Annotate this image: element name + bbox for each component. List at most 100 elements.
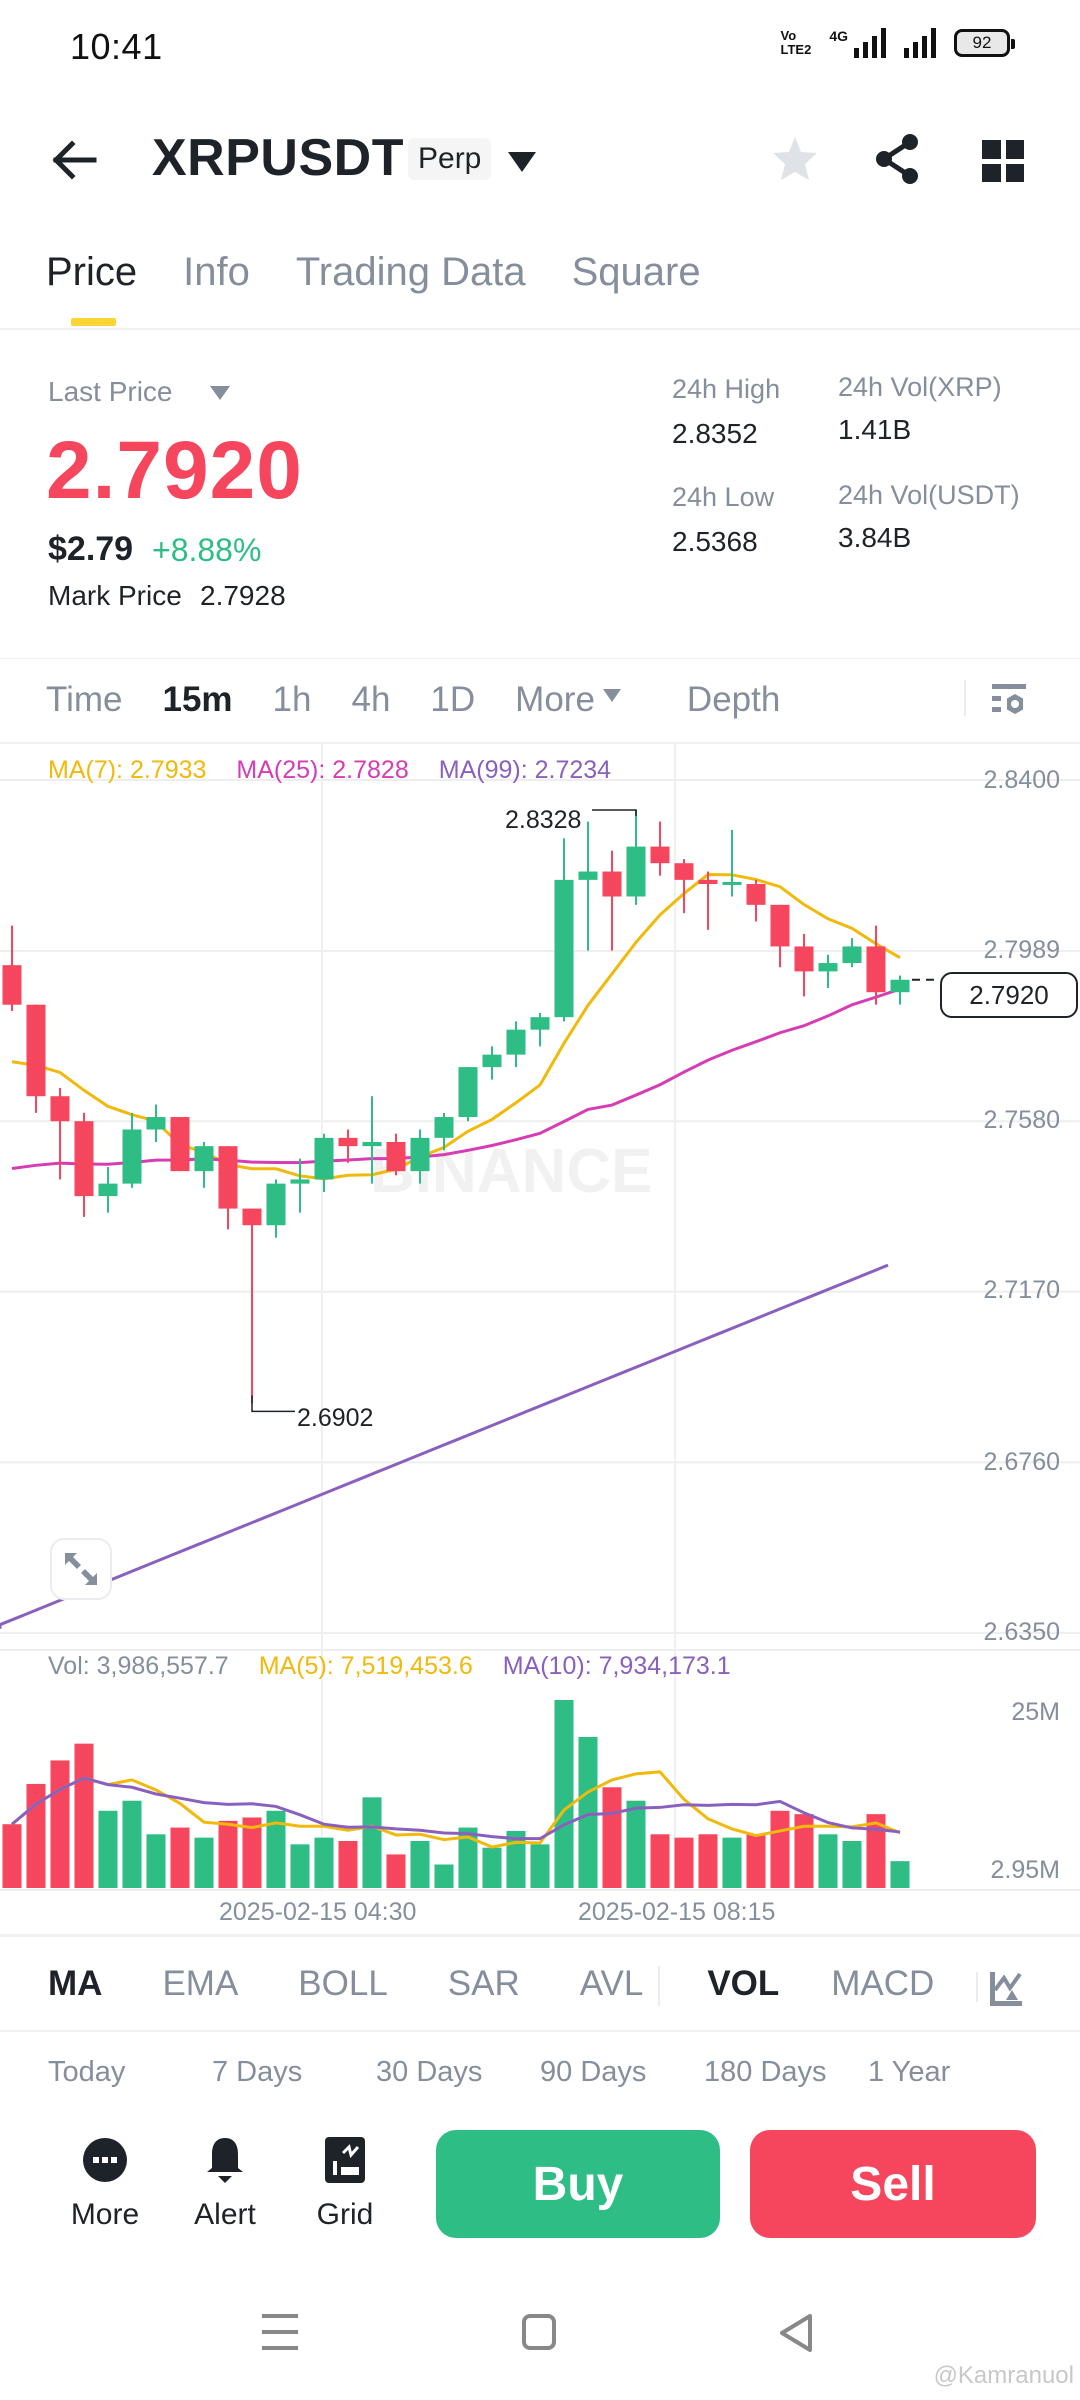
sell-button[interactable]: Sell bbox=[750, 2130, 1036, 2238]
vol-quote-label: 24h Vol(USDT) bbox=[838, 480, 1020, 510]
indicator-vol[interactable]: VOL bbox=[707, 1964, 780, 2003]
mark-price: 2.7928 bbox=[200, 580, 286, 611]
price-axis-label: 2.6760 bbox=[983, 1448, 1060, 1476]
tab-square[interactable]: Square bbox=[571, 250, 701, 294]
ma99-value: MA(99): 2.7234 bbox=[438, 756, 612, 784]
caret-down-icon bbox=[602, 689, 621, 703]
nav-recents-button[interactable] bbox=[262, 2314, 298, 2350]
expand-icon bbox=[65, 1553, 97, 1585]
low-annotation: 2.6902 bbox=[297, 1404, 374, 1432]
indicator-bar: MA EMA BOLL SAR AVL VOL MACD bbox=[48, 1964, 994, 2004]
tab-info[interactable]: Info bbox=[183, 250, 250, 294]
more-dots-icon bbox=[81, 2136, 129, 2184]
chart-settings-icon[interactable] bbox=[990, 682, 1028, 718]
indicator-boll[interactable]: BOLL bbox=[298, 1964, 388, 2003]
buy-button[interactable]: Buy bbox=[436, 2130, 720, 2238]
mark-price-label: Mark Price bbox=[48, 580, 182, 611]
high-24h: 2.8352 bbox=[672, 418, 758, 449]
nav-back-button[interactable] bbox=[776, 2312, 816, 2354]
range-7d[interactable]: 7 Days bbox=[212, 2056, 303, 2088]
tab-price[interactable]: Price bbox=[46, 250, 138, 294]
indicator-ema[interactable]: EMA bbox=[162, 1964, 239, 2003]
range-90d[interactable]: 90 Days bbox=[540, 2056, 647, 2088]
interval-more[interactable]: More bbox=[515, 680, 621, 720]
signal-icon-2 bbox=[904, 28, 936, 58]
range-today[interactable]: Today bbox=[48, 2056, 126, 2088]
network-type: 4G bbox=[829, 28, 848, 44]
date-label: 2025-02-15 08:15 bbox=[578, 1898, 776, 1926]
grid-bot-icon bbox=[321, 2136, 369, 2184]
usd-price: $2.79 bbox=[48, 530, 134, 568]
vol-base-label: 24h Vol(XRP) bbox=[838, 372, 1002, 402]
range-180d[interactable]: 180 Days bbox=[704, 2056, 827, 2088]
bell-icon bbox=[201, 2136, 249, 2184]
grid-button[interactable]: Grid bbox=[300, 2136, 390, 2232]
low-24h-label: 24h Low bbox=[672, 482, 775, 512]
star-icon[interactable] bbox=[770, 134, 820, 184]
last-price-caret-icon[interactable] bbox=[210, 386, 230, 400]
indicator-macd[interactable]: MACD bbox=[831, 1964, 935, 2003]
divider bbox=[0, 1934, 1080, 1937]
interval-time[interactable]: Time bbox=[46, 680, 123, 719]
tab-trading-data[interactable]: Trading Data bbox=[295, 250, 526, 294]
interval-4h[interactable]: 4h bbox=[351, 680, 391, 719]
interval-15m[interactable]: 15m bbox=[162, 680, 233, 719]
nav-home-button[interactable] bbox=[522, 2314, 556, 2350]
change-percent: +8.88% bbox=[152, 532, 262, 568]
performance-ranges: Today 7 Days 30 Days 90 Days 180 Days 1 … bbox=[48, 2056, 950, 2089]
price-axis-label: 2.6350 bbox=[983, 1618, 1060, 1646]
ma-legend: MA(7): 2.7933 MA(25): 2.7828 MA(99): 2.7… bbox=[48, 756, 611, 785]
interval-1d[interactable]: 1D bbox=[430, 680, 476, 719]
divider bbox=[0, 328, 1080, 330]
caret-down-icon[interactable] bbox=[508, 152, 536, 172]
vol-quote: 3.84B bbox=[838, 522, 912, 553]
contract-type-badge: Perp bbox=[408, 138, 492, 180]
last-price: 2.7920 bbox=[46, 425, 303, 516]
volume-legend: Vol: 3,986,557.7 MA(5): 7,519,453.6 MA(1… bbox=[48, 1652, 731, 1681]
fullscreen-button[interactable] bbox=[50, 1538, 112, 1600]
grid-layout-icon[interactable] bbox=[982, 140, 1024, 182]
high-24h-label: 24h High bbox=[672, 374, 781, 404]
divider bbox=[658, 1966, 660, 2006]
ma7-value: MA(7): 2.7933 bbox=[48, 756, 207, 784]
more-button[interactable]: More bbox=[60, 2136, 150, 2232]
price-axis-label: 2.7580 bbox=[983, 1106, 1060, 1134]
high-annotation: 2.8328 bbox=[505, 806, 582, 834]
price-axis-label: 2.7170 bbox=[983, 1276, 1060, 1304]
volume-value: Vol: 3,986,557.7 bbox=[48, 1652, 229, 1680]
low-24h: 2.5368 bbox=[672, 526, 758, 557]
current-price-tag: 2.7920 bbox=[940, 972, 1078, 1018]
indicator-ma[interactable]: MA bbox=[48, 1964, 103, 2003]
candlestick-chart[interactable]: BINANCE bbox=[0, 742, 1080, 1932]
date-label: 2025-02-15 04:30 bbox=[219, 1898, 417, 1926]
depth-tab[interactable]: Depth bbox=[686, 680, 781, 719]
indicator-sar[interactable]: SAR bbox=[447, 1964, 520, 2003]
range-1y[interactable]: 1 Year bbox=[868, 2056, 951, 2088]
range-30d[interactable]: 30 Days bbox=[376, 2056, 483, 2088]
volume-axis-label: 2.95M bbox=[990, 1856, 1060, 1884]
divider bbox=[0, 742, 1080, 744]
divider bbox=[0, 658, 1080, 659]
ma25-value: MA(25): 2.7828 bbox=[236, 756, 409, 784]
divider bbox=[976, 1972, 978, 2002]
divider bbox=[0, 2030, 1080, 2032]
last-price-label[interactable]: Last Price bbox=[48, 376, 173, 407]
indicator-avl[interactable]: AVL bbox=[579, 1964, 644, 2003]
interval-bar: Time 15m 1h 4h 1D More Depth bbox=[46, 680, 820, 720]
vol-ma5-value: MA(5): 7,519,453.6 bbox=[258, 1652, 473, 1680]
status-icons: Vo LTE2 4G 92 bbox=[780, 28, 1015, 58]
signal-icon bbox=[854, 28, 886, 58]
main-tabs: Price Info Trading Data Square bbox=[46, 250, 701, 295]
drawing-tools-icon[interactable] bbox=[990, 1972, 1022, 2006]
watermark-text: @Kamranuol bbox=[933, 2362, 1074, 2389]
back-arrow-icon[interactable] bbox=[48, 134, 100, 186]
alert-button[interactable]: Alert bbox=[180, 2136, 270, 2232]
price-axis-label: 2.8400 bbox=[983, 766, 1060, 794]
symbol-title[interactable]: XRPUSDT bbox=[152, 129, 404, 187]
vol-ma10-value: MA(10): 7,934,173.1 bbox=[502, 1652, 731, 1680]
share-icon[interactable] bbox=[872, 132, 922, 186]
vol-base: 1.41B bbox=[838, 414, 912, 445]
volte-icon: Vo LTE2 bbox=[780, 28, 812, 57]
battery-icon: 92 bbox=[954, 29, 1015, 57]
interval-1h[interactable]: 1h bbox=[272, 680, 312, 719]
